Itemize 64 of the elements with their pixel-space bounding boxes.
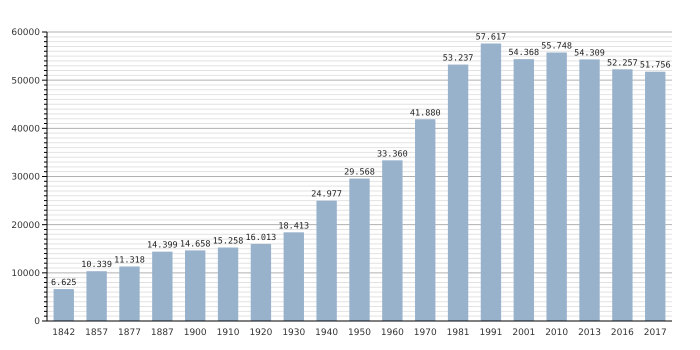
data-label: 52.257	[607, 58, 638, 68]
x-tick-label: 1900	[184, 328, 207, 338]
bar	[514, 59, 534, 321]
y-tick-label: 50000	[11, 76, 40, 86]
data-label: 55.748	[541, 41, 572, 52]
x-tick-label: 1960	[380, 328, 404, 338]
x-tick-label: 1991	[479, 328, 502, 338]
bar	[349, 178, 370, 321]
data-label: 54.368	[508, 48, 540, 58]
bar	[579, 59, 600, 321]
x-tick-label: 1920	[249, 328, 273, 338]
x-tick-label: 1887	[150, 328, 174, 338]
y-tick-label: 30000	[11, 172, 40, 183]
x-tick-label: 2013	[578, 328, 601, 338]
data-label: 57.617	[476, 32, 506, 42]
data-label: 10.339	[81, 260, 112, 270]
x-tick-label: 1842	[52, 328, 76, 338]
data-label: 53.237	[442, 54, 474, 64]
bar	[382, 160, 403, 321]
bar	[612, 69, 633, 321]
bar	[218, 248, 238, 321]
bar	[415, 119, 436, 321]
bar	[546, 52, 567, 321]
x-tick-label: 1950	[348, 328, 372, 338]
data-label: 29.568	[344, 168, 375, 178]
bar	[86, 271, 107, 321]
data-label: 54.309	[574, 48, 605, 58]
data-label: 33.360	[377, 149, 408, 160]
x-tick-label: 2016	[610, 328, 634, 338]
data-label: 51.756	[640, 60, 671, 71]
x-tick-label: 2001	[512, 328, 536, 338]
y-tick-label: 10000	[11, 268, 40, 279]
data-label: 15.258	[212, 236, 244, 247]
bar	[185, 250, 206, 321]
data-label: 16.013	[246, 232, 276, 243]
x-tick-label: 1940	[315, 328, 338, 338]
data-label: 24.977	[311, 190, 342, 200]
x-tick-label: 2010	[545, 328, 568, 338]
data-label: 11.318	[114, 255, 145, 266]
x-tick-label: 1877	[118, 328, 141, 338]
y-tick-label: 60000	[11, 28, 40, 38]
data-label: 41.880	[410, 108, 441, 118]
x-tick-label: 1930	[282, 328, 306, 338]
bar	[152, 252, 173, 321]
data-label: 18.413	[278, 221, 310, 232]
bar	[480, 43, 502, 321]
x-tick-label: 1857	[85, 328, 108, 338]
data-label: 6.625	[50, 278, 77, 288]
x-tick-label: 1970	[414, 328, 437, 338]
bar	[119, 266, 140, 321]
data-label: 14.399	[146, 240, 178, 251]
y-tick-label: 0	[34, 317, 40, 328]
bar	[54, 289, 74, 321]
bar	[645, 72, 666, 321]
x-tick-label: 1910	[216, 328, 240, 338]
bar	[448, 64, 468, 321]
y-tick-label: 40000	[11, 124, 40, 134]
x-tick-label: 1981	[446, 328, 470, 338]
data-label: 14.658	[180, 239, 211, 250]
bar	[316, 200, 337, 321]
x-tick-label: 2017	[644, 328, 667, 338]
y-tick-label: 20000	[11, 220, 40, 231]
bar	[284, 232, 304, 321]
bar	[250, 244, 272, 321]
